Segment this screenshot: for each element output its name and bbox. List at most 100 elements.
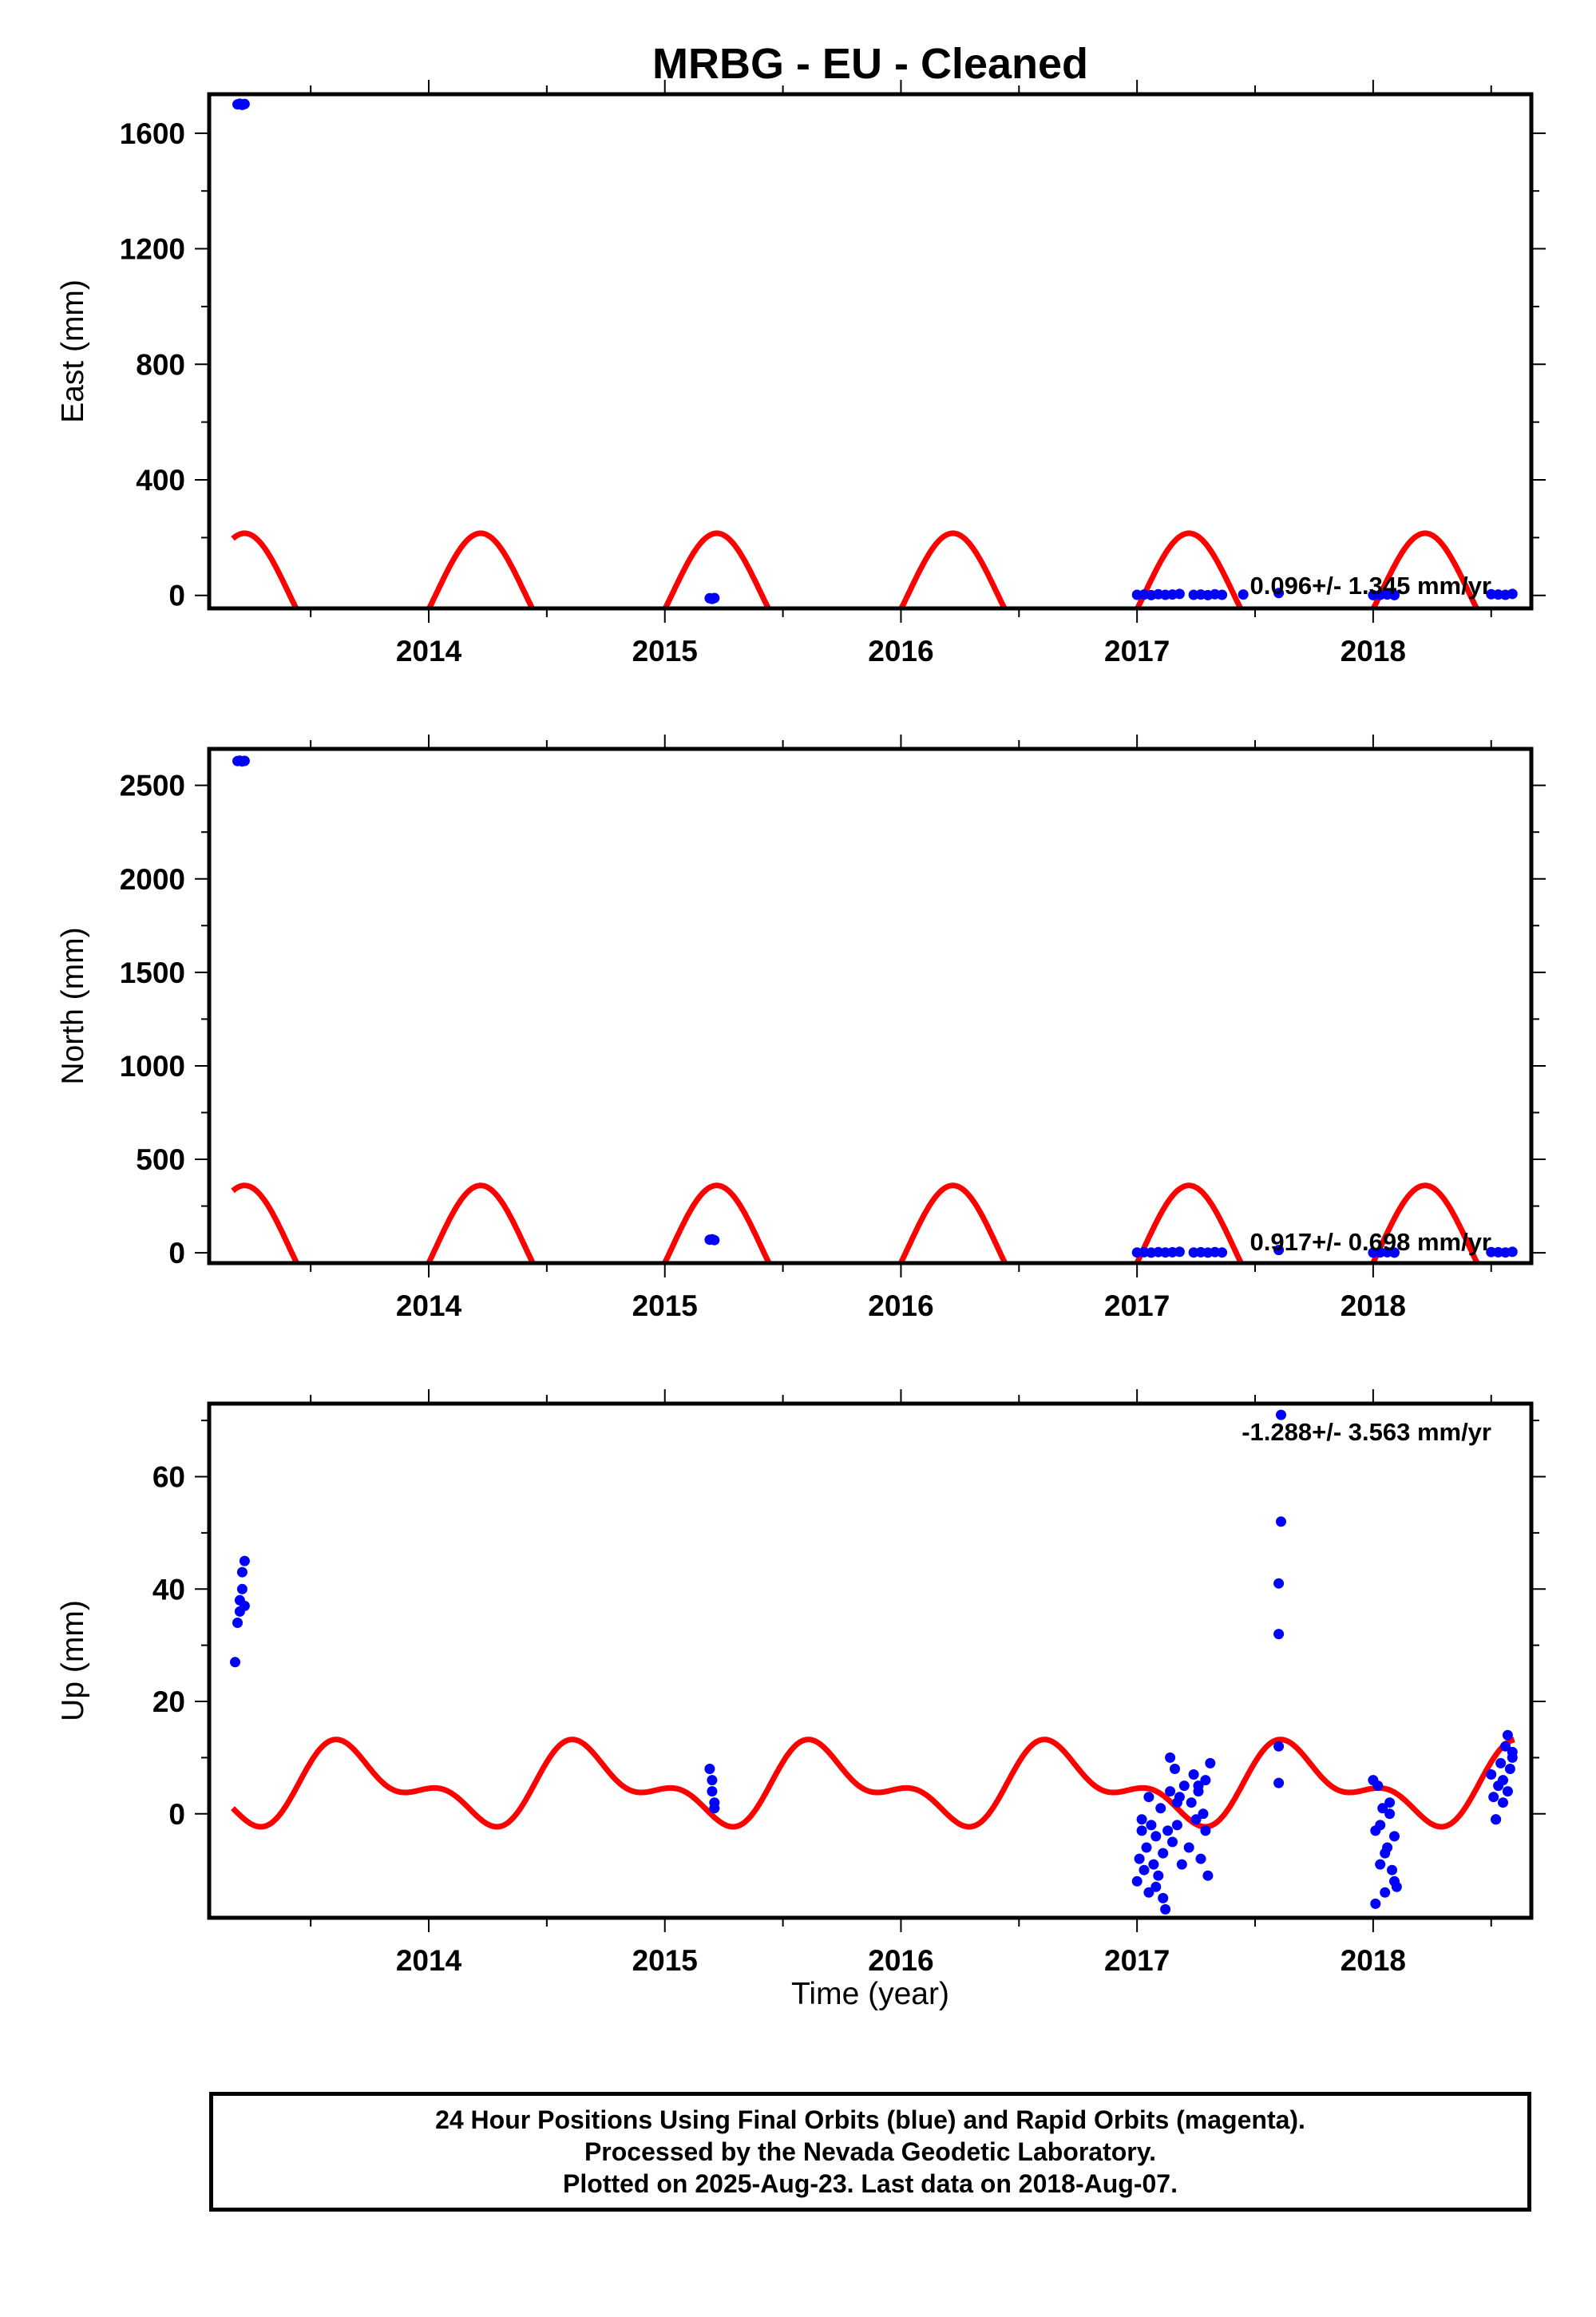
east-model-curve — [231, 530, 1480, 608]
x-tick-label: 2017 — [1104, 1289, 1170, 1322]
up-data-point — [1486, 1769, 1497, 1780]
y-tick-label: 1600 — [120, 117, 185, 150]
up-data-point — [1273, 1777, 1285, 1788]
up-data-point — [1276, 1409, 1286, 1420]
x-tick-label: 2017 — [1104, 1944, 1170, 1977]
north-data-point — [1507, 1246, 1518, 1258]
y-tick-label: 40 — [152, 1573, 185, 1606]
east-data-point — [1507, 588, 1518, 600]
y-tick-label: 1200 — [120, 233, 185, 266]
east-ticks — [195, 80, 1546, 623]
y-tick-label: 0 — [168, 1237, 185, 1269]
up-data-point — [1488, 1792, 1499, 1803]
y-tick-label: 20 — [152, 1685, 185, 1718]
north-frame — [207, 747, 1534, 1265]
y-tick-label: 1000 — [120, 1050, 185, 1083]
up-data-point — [1377, 1803, 1388, 1814]
y-tick-label: 400 — [136, 464, 185, 497]
up-data-point — [1143, 1887, 1154, 1898]
up-data-point — [1136, 1814, 1147, 1825]
up-data-point — [1205, 1757, 1216, 1768]
east-data-point — [1217, 589, 1228, 600]
up-data-point — [1146, 1820, 1157, 1831]
up-data-point — [1389, 1875, 1400, 1887]
up-data-point — [1139, 1864, 1150, 1875]
up-data-point — [1178, 1780, 1190, 1792]
up-data-point — [1380, 1848, 1391, 1859]
up-data-point — [1141, 1842, 1152, 1853]
north-ticks — [195, 735, 1546, 1277]
up-data-point — [236, 1583, 248, 1594]
up-data-point — [1202, 1870, 1214, 1881]
up-data-point — [1131, 1875, 1143, 1887]
up-data-point — [1200, 1825, 1211, 1836]
up-data-point — [239, 1600, 250, 1611]
up-frame — [207, 1401, 1534, 1920]
up-data-point — [707, 1786, 718, 1797]
up-data-point — [1158, 1892, 1169, 1903]
up-data-point — [704, 1764, 715, 1774]
up-data-point — [1160, 1903, 1171, 1915]
up-data-point — [1186, 1797, 1197, 1808]
up-data-point — [1507, 1746, 1518, 1757]
up-data-point — [1162, 1825, 1174, 1836]
up-data-point — [1375, 1820, 1386, 1831]
north-y-axis-title: North (mm) — [56, 927, 90, 1084]
up-data-point — [1504, 1764, 1515, 1774]
east-data-point — [1389, 589, 1400, 600]
up-data-point — [1370, 1898, 1381, 1909]
up-data-point — [1190, 1814, 1202, 1825]
east-data-point — [1238, 589, 1249, 600]
up-data-point — [709, 1803, 720, 1814]
up-data-point — [1155, 1803, 1166, 1814]
up-data-point — [1502, 1729, 1513, 1741]
up-data-point — [230, 1657, 240, 1668]
up-plot-area — [230, 1409, 1518, 1915]
up-data-point — [1195, 1853, 1206, 1864]
east-plot-area — [231, 98, 1518, 608]
east-data-point — [239, 98, 250, 109]
y-tick-label: 500 — [136, 1143, 185, 1176]
east-data-point — [709, 592, 720, 604]
up-data-point — [1384, 1797, 1396, 1808]
up-data-point — [1498, 1775, 1508, 1786]
up-data-point — [1143, 1792, 1154, 1803]
up-data-point — [1498, 1797, 1508, 1808]
x-tick-label: 2015 — [632, 635, 698, 667]
y-tick-label: 2500 — [120, 770, 185, 802]
north-model-curve — [231, 1182, 1481, 1263]
x-tick-label: 2016 — [868, 1944, 933, 1977]
up-data-point — [1150, 1881, 1162, 1892]
footer-line-2: Processed by the Nevada Geodetic Laborat… — [584, 2137, 1157, 2166]
up-data-point — [1171, 1820, 1182, 1831]
up-data-point — [1165, 1786, 1176, 1797]
up-data-point — [1193, 1780, 1204, 1792]
up-data-point — [1134, 1853, 1145, 1864]
north-data-point — [1174, 1246, 1185, 1258]
east-panel: 2014 2015 2016 2017 2018 0 400 800 1200 1600 East … — [56, 80, 1546, 667]
up-data-point — [1502, 1786, 1513, 1797]
up-data-point — [1491, 1814, 1502, 1825]
x-tick-label: 2017 — [1104, 635, 1170, 667]
up-data-point — [1183, 1842, 1194, 1853]
up-data-point — [1495, 1757, 1507, 1768]
x-tick-label: 2018 — [1341, 635, 1406, 667]
x-tick-label: 2018 — [1341, 1289, 1406, 1322]
up-data-point — [1176, 1859, 1187, 1870]
x-tick-label: 2016 — [868, 1289, 933, 1322]
up-data-point — [1150, 1831, 1162, 1842]
y-tick-label: 60 — [152, 1460, 185, 1493]
north-data-point — [1217, 1247, 1228, 1258]
north-plot-area — [231, 755, 1518, 1263]
up-ticks — [195, 1389, 1546, 1932]
x-axis-title: Time (year) — [791, 1977, 949, 2011]
east-data-point — [1174, 588, 1185, 600]
y-tick-label: 0 — [168, 1798, 185, 1831]
up-data-point — [1372, 1780, 1384, 1792]
east-data-point — [1273, 588, 1285, 599]
up-data-point — [1200, 1775, 1211, 1786]
footer-line-1: 24 Hour Positions Using Final Orbits (bl… — [435, 2105, 1305, 2134]
up-data-point — [232, 1618, 243, 1628]
up-y-axis-title: Up (mm) — [56, 1600, 90, 1721]
